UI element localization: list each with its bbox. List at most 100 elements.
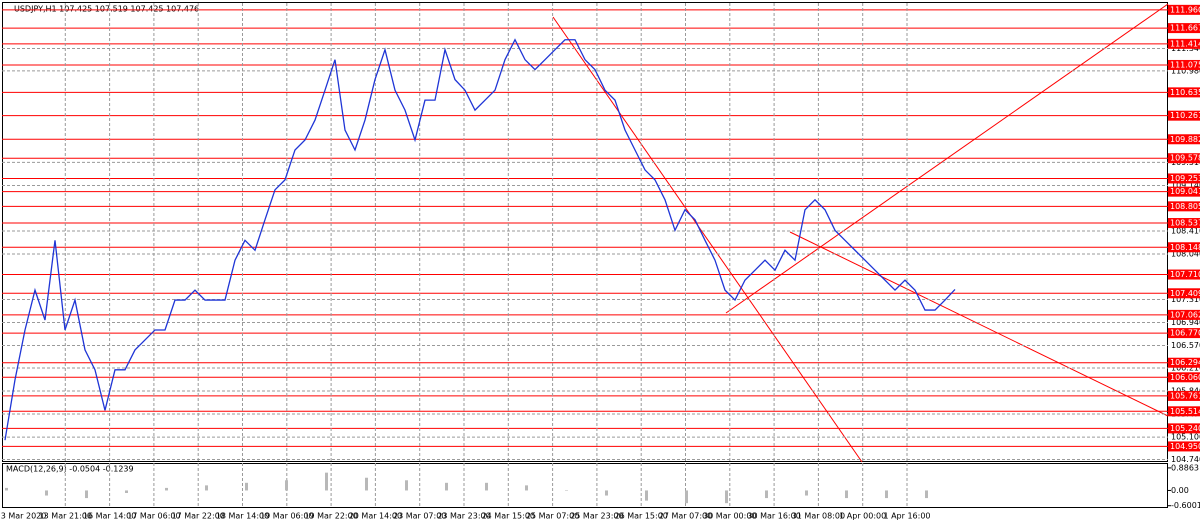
x-tick-label: 25 Mar 23:00	[570, 512, 623, 521]
level-label: 106.060	[1170, 373, 1200, 382]
level-label-bg	[1168, 38, 1200, 49]
level-label-bg	[1168, 406, 1200, 417]
y-tick-label: 0.00	[1171, 486, 1189, 495]
x-tick-label: 25 Mar 07:00	[526, 512, 579, 521]
macd-title: MACD(12,26,9) -0.0504 -0.1239	[6, 465, 134, 474]
x-tick-label: 1 Apr 16:00	[883, 512, 930, 521]
x-tick-label: 13 Mar 21:00	[39, 512, 92, 521]
level-label-bg	[1168, 328, 1200, 339]
macd-bar	[165, 487, 168, 491]
y-tick-label: 108.040	[1171, 249, 1200, 258]
macd-bar	[325, 472, 328, 491]
macd-bar	[605, 490, 608, 496]
x-tick-label: 19 Mar 06:00	[260, 512, 313, 521]
x-tick-label: 27 Mar 07:00	[659, 512, 712, 521]
level-label-bg	[1168, 4, 1200, 15]
x-tick-label: 17 Mar 06:00	[127, 512, 180, 521]
level-label: 111.075	[1170, 60, 1200, 69]
level-label: 109.882	[1170, 135, 1200, 144]
macd-bar	[125, 490, 128, 493]
x-tick-label: 20 Mar 14:00	[349, 512, 402, 521]
level-label-bg	[1168, 357, 1200, 368]
level-label: 111.667	[1170, 24, 1200, 33]
x-tick-label: 18 Mar 14:00	[216, 512, 269, 521]
macd-bar	[725, 490, 728, 504]
y-tick-label: 107.310	[1171, 295, 1200, 304]
x-tick-label: 17 Mar 22:00	[171, 512, 224, 521]
x-tick-label: 30 Mar 00:00	[703, 512, 756, 521]
level-label-bg	[1168, 309, 1200, 320]
macd-bar	[365, 477, 368, 491]
y-tick-label: 106.940	[1171, 318, 1200, 327]
y-tick-label: 110.980	[1171, 66, 1200, 75]
macd-bar	[85, 490, 88, 499]
y-tick-label: 105.100	[1171, 433, 1200, 442]
level-label: 105.761	[1170, 391, 1200, 400]
x-tick-label: 31 Mar 08:00	[792, 512, 845, 521]
level-label-bg	[1168, 423, 1200, 434]
level-label: 108.537	[1170, 219, 1200, 228]
macd-bar	[285, 480, 288, 491]
level-label: 109.253	[1170, 174, 1200, 183]
level-label-bg	[1168, 372, 1200, 383]
level-label: 111.960	[1170, 5, 1200, 14]
y-tick-label: 106.570	[1171, 341, 1200, 350]
level-label-bg	[1168, 173, 1200, 184]
level-label-bg	[1168, 110, 1200, 121]
level-label: 104.950	[1170, 442, 1200, 451]
macd-bar	[5, 487, 8, 491]
x-tick-label: 30 Mar 16:00	[747, 512, 800, 521]
x-tick-label: 24 Mar 15:00	[482, 512, 535, 521]
level-label: 111.414	[1170, 39, 1200, 48]
macd-bar	[245, 482, 248, 491]
level-label: 109.578	[1170, 154, 1200, 163]
trend-line	[789, 231, 1169, 417]
trend-line	[552, 16, 863, 463]
macd-bar	[765, 490, 768, 499]
macd-bar	[45, 490, 48, 496]
macd-bar	[845, 490, 848, 499]
macd-bar	[205, 485, 208, 491]
macd-bar	[885, 490, 888, 499]
y-tick-label: 106.210	[1171, 363, 1200, 372]
level-label: 106.294	[1170, 358, 1200, 367]
x-tick-label: 23 Mar 23:00	[437, 512, 490, 521]
level-label-bg	[1168, 87, 1200, 98]
y-tick-label: 104.740	[1171, 455, 1200, 464]
y-tick-label: 0.8863	[1171, 463, 1199, 472]
level-label-bg	[1168, 59, 1200, 70]
level-label: 108.148	[1170, 243, 1200, 252]
macd-bar	[405, 480, 408, 491]
level-label-bg	[1168, 23, 1200, 34]
level-label: 107.062	[1170, 310, 1200, 319]
level-label-bg	[1168, 390, 1200, 401]
x-tick-label: 23 Mar 07:00	[393, 512, 446, 521]
x-tick-label: 19 Mar 22:00	[304, 512, 357, 521]
level-label-bg	[1168, 288, 1200, 299]
macd-bar	[485, 482, 488, 491]
y-tick-label: 108.410	[1171, 226, 1200, 235]
level-label-bg	[1168, 201, 1200, 212]
macd-bar	[445, 482, 448, 491]
level-label-bg	[1168, 153, 1200, 164]
macd-bar	[805, 490, 808, 496]
level-label: 107.710	[1170, 270, 1200, 279]
macd-bar	[685, 490, 688, 504]
price-line	[4, 38, 956, 441]
macd-bar	[565, 490, 568, 491]
macd-bar	[525, 485, 528, 491]
chart-title: USDJPY,H1 107.425 107.519 107.425 107.47…	[14, 5, 199, 14]
level-label-bg	[1168, 218, 1200, 229]
level-label-bg	[1168, 269, 1200, 280]
price-panel	[2, 2, 1168, 462]
level-label: 105.240	[1170, 424, 1200, 433]
macd-bar	[925, 490, 928, 499]
macd-bar	[645, 490, 648, 501]
level-label: 105.514	[1170, 407, 1200, 416]
level-label: 107.409	[1170, 289, 1200, 298]
y-tick-label: -0.6001	[1171, 501, 1200, 510]
macd-panel	[2, 463, 1168, 508]
level-label: 106.770	[1170, 329, 1200, 338]
level-label-bg	[1168, 242, 1200, 253]
